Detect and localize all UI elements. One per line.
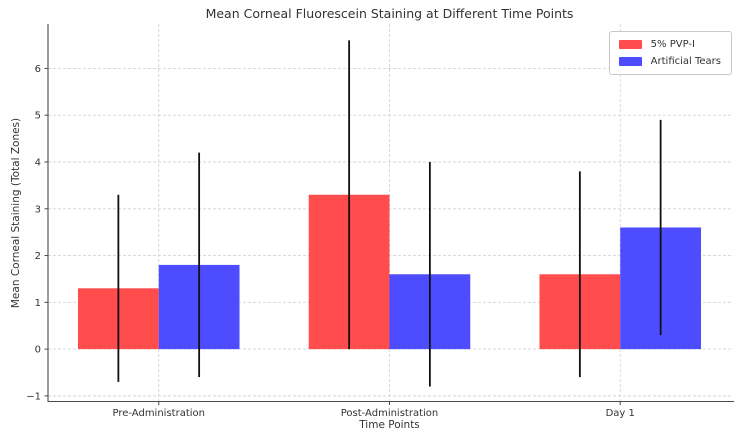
y-tick-label: 3 bbox=[35, 204, 41, 215]
x-tick-label: Post-Administration bbox=[341, 408, 439, 419]
legend-label-pvpi: 5% PVP-I bbox=[650, 39, 695, 50]
legend-item-artificial-tears: Artificial Tears bbox=[618, 56, 721, 67]
y-tick-label: −1 bbox=[26, 391, 41, 402]
y-tick-label: 0 bbox=[35, 345, 41, 356]
y-tick-label: 5 bbox=[35, 111, 41, 122]
y-tick-label: 6 bbox=[35, 64, 41, 75]
legend-item-pvpi: 5% PVP-I bbox=[618, 39, 721, 50]
legend-label-artificial-tears: Artificial Tears bbox=[650, 56, 721, 67]
y-tick-label: 1 bbox=[35, 298, 41, 309]
chart-title: Mean Corneal Fluorescein Staining at Dif… bbox=[205, 6, 574, 21]
x-tick-label: Pre-Administration bbox=[113, 408, 205, 419]
x-tick-label: Day 1 bbox=[606, 408, 635, 419]
y-tick-label: 4 bbox=[35, 157, 41, 168]
legend: 5% PVP-I Artificial Tears bbox=[608, 31, 732, 75]
x-axis-label: Time Points bbox=[359, 419, 420, 431]
legend-swatch-artificial-tears bbox=[618, 57, 642, 66]
legend-swatch-pvpi bbox=[618, 40, 642, 49]
y-axis-label: Mean Corneal Staining (Total Zones) bbox=[10, 117, 22, 309]
y-tick-label: 2 bbox=[35, 251, 41, 262]
